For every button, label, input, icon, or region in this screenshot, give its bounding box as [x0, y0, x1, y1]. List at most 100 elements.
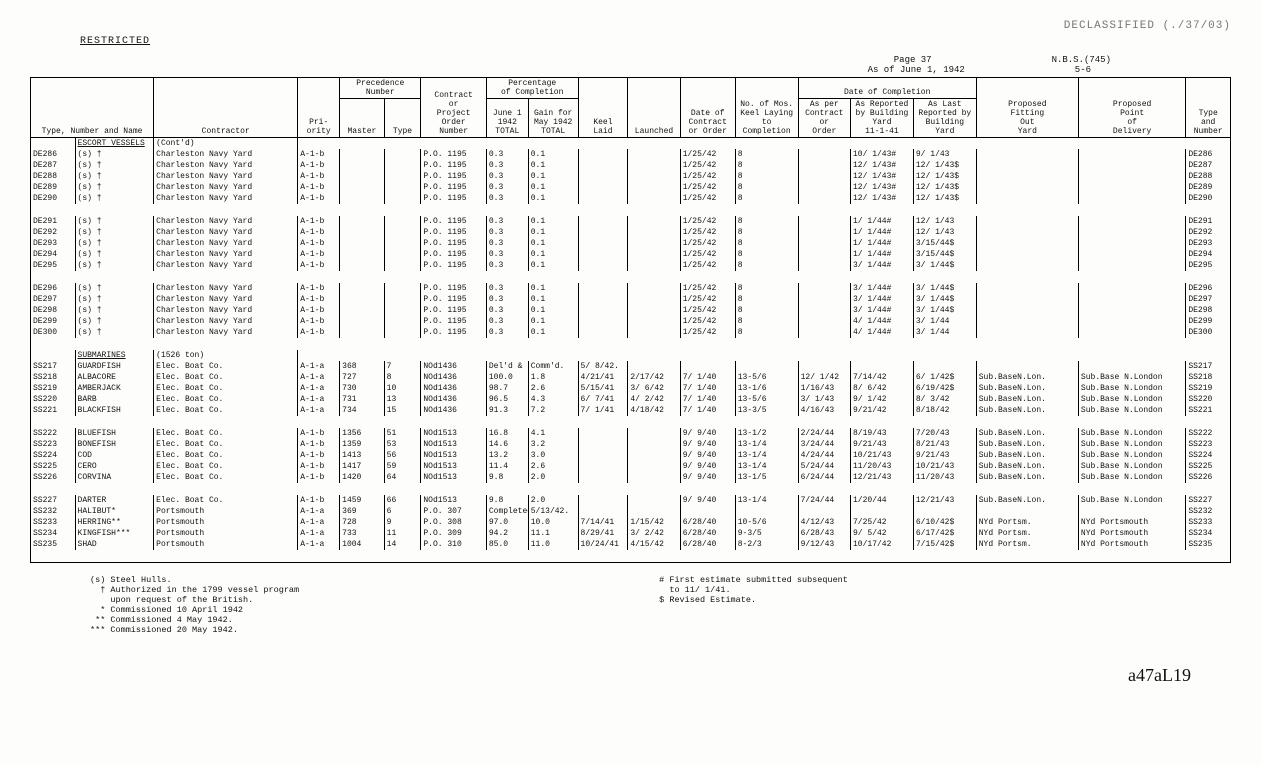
- cell-id2: SS224: [1186, 450, 1231, 461]
- cell-name: CERO: [75, 461, 154, 472]
- cell-keel: [578, 227, 628, 238]
- cell-po: P.O. 1195: [421, 238, 486, 249]
- cell-aslast: 9/ 1/43: [913, 149, 976, 160]
- cell-master: [340, 260, 385, 271]
- cell-launched: 4/ 2/42: [628, 394, 680, 405]
- footnotes-left: (s) Steel Hulls. † Authorized in the 179…: [90, 575, 299, 635]
- cell-launched: [628, 439, 680, 450]
- cell-mos: 8: [735, 316, 798, 327]
- cell-priority: A-1-b: [298, 171, 340, 182]
- cell-aslast: 8/ 3/42: [913, 394, 976, 405]
- table-row: SS219AMBERJACKElec. Boat Co.A-1-a73010NO…: [31, 383, 1231, 394]
- cell-keel: [578, 316, 628, 327]
- cell-master: [340, 305, 385, 316]
- cell-gain: 4.1: [528, 428, 578, 439]
- cell-aslast: 8/18/42: [913, 405, 976, 416]
- cell-aslast: 8/21/43: [913, 439, 976, 450]
- cell-june: 13.2: [486, 450, 528, 461]
- cell-contractor: Charleston Navy Yard: [154, 283, 298, 294]
- cell-del: [1078, 149, 1185, 160]
- cell-po: NOd1513: [421, 439, 486, 450]
- cell-name: BLUEFISH: [75, 428, 154, 439]
- cell-mos: 13-1/4: [735, 439, 798, 450]
- cell-fit: Sub.BaseN.Lon.: [976, 461, 1078, 472]
- cell-asper: [798, 327, 850, 338]
- cell-keel: [578, 182, 628, 193]
- table-row: DE295(s) †Charleston Navy YardA-1-bP.O. …: [31, 260, 1231, 271]
- cell-dcontract: 1/25/42: [680, 316, 735, 327]
- cell-fit: Sub.BaseN.Lon.: [976, 495, 1078, 506]
- cell-master: [340, 216, 385, 227]
- cell-launched: 3/ 6/42: [628, 383, 680, 394]
- cell-contractor: Charleston Navy Yard: [154, 149, 298, 160]
- cell-name: (s) †: [75, 305, 154, 316]
- cell-del: NYd Portsmouth: [1078, 517, 1185, 528]
- cell-june: 94.2: [486, 528, 528, 539]
- cell-asrep: 12/ 1/43#: [850, 182, 913, 193]
- cell-del: [1078, 182, 1185, 193]
- cell-po: NOd1436: [421, 361, 486, 372]
- cell-launched: [628, 238, 680, 249]
- cell-keel: 5/ 8/42.: [578, 361, 628, 372]
- restricted-label: RESTRICTED: [80, 36, 1231, 47]
- cell-gain: 0.1: [528, 182, 578, 193]
- cell-keel: [578, 216, 628, 227]
- cell-po: NOd1436: [421, 372, 486, 383]
- table-row: DE287(s) †Charleston Navy YardA-1-bP.O. …: [31, 160, 1231, 171]
- cell-fit: [976, 216, 1078, 227]
- cell-june: 100.0: [486, 372, 528, 383]
- cell-gain: 0.1: [528, 260, 578, 271]
- cell-id2: SS218: [1186, 372, 1231, 383]
- cell-name: HERRING**: [75, 517, 154, 528]
- cell-type: [384, 216, 421, 227]
- cell-mos: 13-1/4: [735, 495, 798, 506]
- cell-asrep: 3/ 1/44#: [850, 283, 913, 294]
- cell-aslast: 6/17/42$: [913, 528, 976, 539]
- cell-po: P.O. 1195: [421, 327, 486, 338]
- cell-asrep: 11/20/43: [850, 461, 913, 472]
- cell-fit: [976, 238, 1078, 249]
- cell-dcontract: 9/ 9/40: [680, 439, 735, 450]
- cell-master: [340, 182, 385, 193]
- cell-po: P.O. 1195: [421, 160, 486, 171]
- cell-contractor: Elec. Boat Co.: [154, 383, 298, 394]
- cell-priority: A-1-b: [298, 316, 340, 327]
- cell-asrep: 12/ 1/43#: [850, 160, 913, 171]
- cell-fit: NYd Portsm.: [976, 517, 1078, 528]
- cell-dcontract: 6/28/40: [680, 528, 735, 539]
- cell-master: 733: [340, 528, 385, 539]
- cell-aslast: 12/21/43: [913, 495, 976, 506]
- hdr-asrep: As Reportedby BuildingYard11-1-41: [850, 99, 913, 138]
- cell-dcontract: 1/25/42: [680, 171, 735, 182]
- cell-contractor: Charleston Navy Yard: [154, 327, 298, 338]
- cell-type: [384, 227, 421, 238]
- cell-name: (s) †: [75, 160, 154, 171]
- cell-launched: [628, 316, 680, 327]
- cell-fit: [976, 506, 1078, 517]
- cell-asrep: 1/ 1/44#: [850, 238, 913, 249]
- cell-name: BARB: [75, 394, 154, 405]
- cell-contractor: Charleston Navy Yard: [154, 249, 298, 260]
- cell-master: [340, 327, 385, 338]
- cell-id2: SS233: [1186, 517, 1231, 528]
- cell-priority: A-1-a: [298, 383, 340, 394]
- cell-keel: [578, 149, 628, 160]
- cell-june: 0.3: [486, 283, 528, 294]
- cell-gain: 3.0: [528, 450, 578, 461]
- cell-po: P.O. 1195: [421, 171, 486, 182]
- cell-june: 91.3: [486, 405, 528, 416]
- cell-asper: 4/24/44: [798, 450, 850, 461]
- cell-id: DE293: [31, 238, 76, 249]
- cell-master: [340, 283, 385, 294]
- cell-master: [340, 171, 385, 182]
- cell-po: P.O. 1195: [421, 182, 486, 193]
- cell-id2: SS220: [1186, 394, 1231, 405]
- cell-asrep: 3/ 1/44#: [850, 294, 913, 305]
- cell-asper: 3/24/44: [798, 439, 850, 450]
- cell-launched: [628, 149, 680, 160]
- cell-master: [340, 149, 385, 160]
- cell-fit: [976, 316, 1078, 327]
- cell-name: (s) †: [75, 260, 154, 271]
- cell-gain: 0.1: [528, 216, 578, 227]
- cell-keel: [578, 495, 628, 506]
